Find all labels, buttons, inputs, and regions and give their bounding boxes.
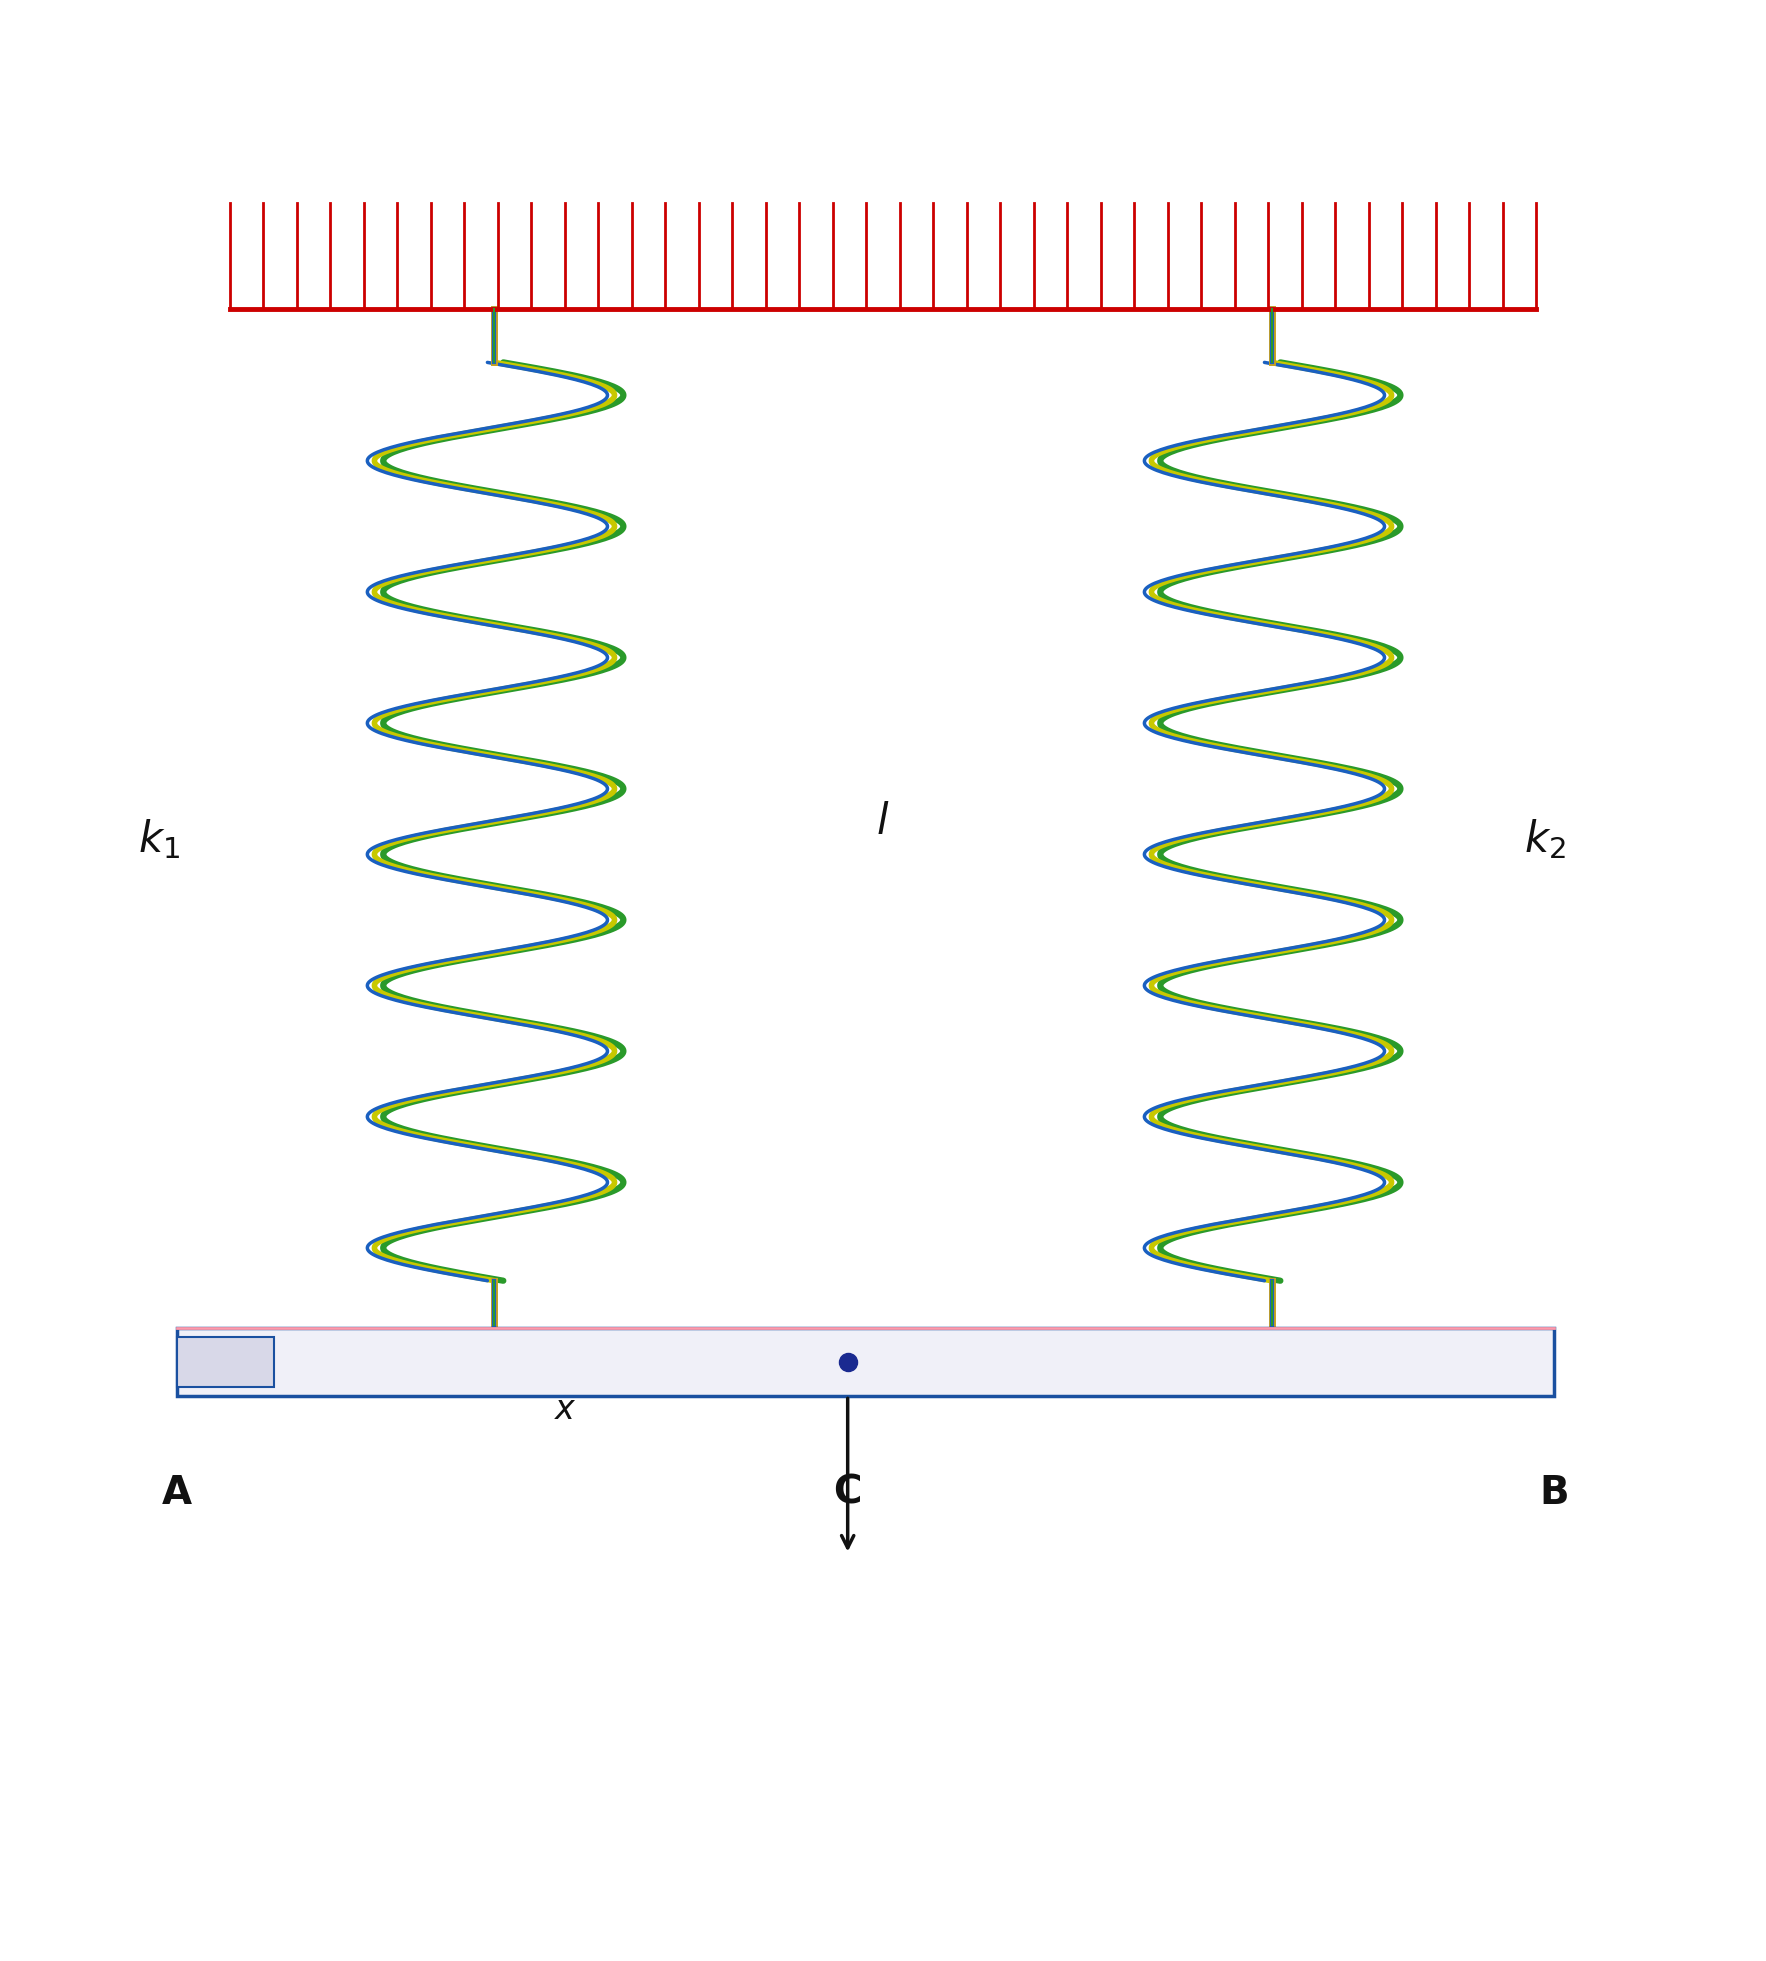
Text: B: B [1540, 1473, 1568, 1512]
Text: $l$: $l$ [876, 800, 890, 843]
Text: $x$: $x$ [555, 1394, 576, 1426]
Text: A: A [161, 1473, 192, 1512]
Text: $k_2$: $k_2$ [1524, 818, 1566, 861]
Bar [177, 1337, 274, 1386]
Text: $k_1$: $k_1$ [138, 818, 180, 861]
Bar [177, 1328, 1554, 1396]
Text: C: C [834, 1473, 862, 1512]
